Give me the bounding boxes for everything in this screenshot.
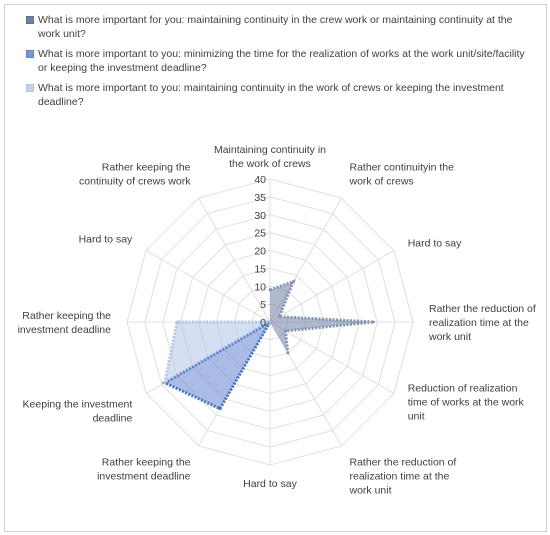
series-1-point-4 <box>284 329 287 333</box>
category-label-5: Rather the reduction of realization time … <box>349 457 457 497</box>
series-3-point-8 <box>163 381 167 385</box>
chart-frame <box>4 4 547 532</box>
tick-label-20: 20 <box>254 246 266 258</box>
category-label-4: Reduction of realization time of works at… <box>408 383 525 423</box>
spoke-10 <box>145 250 271 323</box>
tick-label-5: 5 <box>260 299 266 311</box>
spoke-11 <box>198 197 271 323</box>
series-1-point-5 <box>286 351 290 355</box>
category-label-9: Rather keeping the investment deadline <box>18 310 112 336</box>
legend-label-3: What is more important to you: maintaini… <box>38 82 504 108</box>
category-label-11: Rather keeping the continuity of crews wo… <box>79 161 191 187</box>
series-1-point-2 <box>277 315 281 319</box>
legend-marker-2 <box>26 50 34 58</box>
category-label-7: Rather keeping the investment deadline <box>97 457 191 483</box>
legend-label-1: What is more important for you: maintain… <box>38 14 513 40</box>
category-label-6: Hard to say <box>243 478 297 490</box>
category-label-3: Rather the reduction of realization time … <box>428 303 536 343</box>
series-1-line <box>269 279 374 354</box>
category-label-0: Maintaining continuity in the work of cre… <box>214 144 326 170</box>
legend-marker-1 <box>26 16 34 24</box>
spoke-2 <box>269 250 395 323</box>
series-1-point-1 <box>291 280 295 284</box>
series-1-point-0 <box>268 288 272 292</box>
tick-label-35: 35 <box>254 192 266 204</box>
legend-item-series-2: What is more important to you: minimizin… <box>26 47 526 75</box>
category-label-2: Hard to say <box>408 238 462 250</box>
series-3-line <box>163 320 270 384</box>
tick-label-25: 25 <box>254 228 266 240</box>
category-label-10: Hard to say <box>79 234 133 246</box>
category-label-8: Keeping the investment deadline <box>23 399 133 425</box>
series-3-point-10 <box>268 320 272 324</box>
series-2-point-7 <box>218 407 222 411</box>
tick-label-40: 40 <box>254 174 266 186</box>
tick-label-0: 0 <box>260 317 266 329</box>
series-3-area <box>164 322 270 383</box>
tick-label-15: 15 <box>254 263 266 275</box>
category-label-1: Rather continuityin the work of crews <box>349 161 455 187</box>
legend-label-2: What is more important to you: minimizin… <box>38 48 525 74</box>
series-1-point-3 <box>372 320 376 324</box>
legend-item-series-1: What is more important for you: maintain… <box>26 13 526 41</box>
tick-label-10: 10 <box>254 281 266 293</box>
legend-marker-3 <box>26 84 34 92</box>
series-2-line <box>161 320 272 411</box>
legend: What is more important for you: maintain… <box>26 13 526 115</box>
tick-label-30: 30 <box>254 210 266 222</box>
series-2-area <box>164 322 270 409</box>
legend-item-series-3: What is more important to you: maintaini… <box>26 81 526 109</box>
series-3-point-9 <box>175 320 179 324</box>
spoke-4 <box>269 321 395 394</box>
